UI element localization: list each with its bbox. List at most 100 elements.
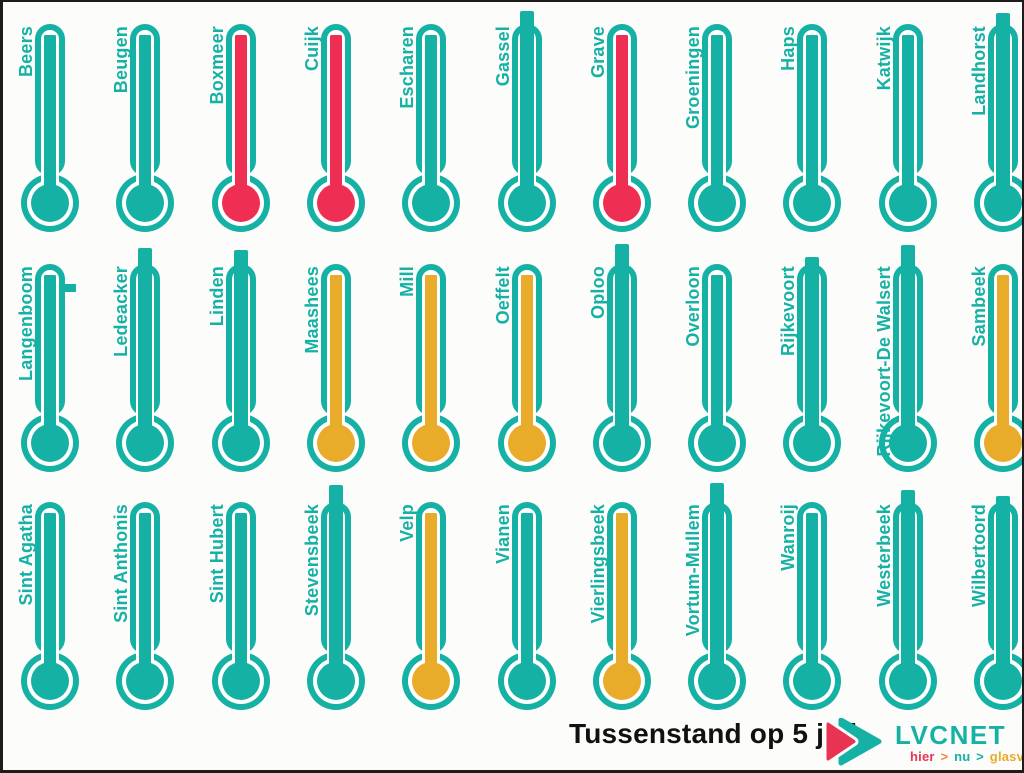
thermometer-icon [783, 257, 841, 472]
thermometer-label: Velp [397, 504, 417, 542]
thermometer-westerbeek: Westerbeek [861, 480, 955, 720]
tagline-part: > [936, 749, 953, 764]
tagline-part: hier [910, 749, 935, 764]
thermometer-icon [593, 244, 651, 472]
thermometer-label: Westerbeek [874, 504, 894, 607]
thermometer-label: Sambeek [969, 266, 989, 347]
thermometer-icon [212, 502, 270, 710]
thermometer-label: Ledeacker [111, 266, 131, 357]
thermometer-velp: Velp [384, 480, 478, 720]
thermometer-label: Vianen [493, 504, 513, 564]
thermometer-label: Groeningen [683, 26, 703, 130]
thermometer-label: Boxmeer [207, 26, 227, 105]
thermometer-label: Sint Agatha [16, 504, 36, 606]
logo-play-arrows-icon [825, 718, 882, 766]
thermometer-beugen: Beugen [98, 2, 192, 242]
thermometer-icon [21, 24, 79, 232]
thermometer-beers: Beers [3, 2, 97, 242]
thermometer-label: Landhorst [969, 26, 989, 116]
thermometer-label: Rijkevoort-De Walsert [874, 266, 894, 457]
thermometer-label: Stevensbeek [302, 504, 322, 617]
logo-wordmark: LVCNET [895, 720, 1007, 750]
thermometer-oeffelt: Oeffelt [480, 242, 574, 482]
thermometer-label: Langenboom [16, 266, 36, 381]
thermometer-vianen: Vianen [480, 480, 574, 720]
thermometer-icon [783, 502, 841, 710]
thermometer-overloon: Overloon [670, 242, 764, 482]
thermometer-label: Sint Anthonis [111, 504, 131, 623]
thermometer-row-3: Sint Agatha Sint Anthonis Sint Hubert Steve… [3, 480, 1022, 720]
tagline-part: glasvezel [989, 749, 1024, 764]
thermometer-label: Grave [588, 26, 608, 79]
thermometer-icon [974, 13, 1022, 232]
thermometer-row-1: Beers Beugen Boxmeer Cuijk Escharen Gassel Gra… [3, 2, 1022, 242]
thermometer-ledeacker: Ledeacker [98, 242, 192, 482]
thermometer-label: Haps [778, 26, 798, 71]
thermometer-katwijk: Katwijk [861, 2, 955, 242]
thermometer-wanroij: Wanroij [765, 480, 859, 720]
thermometer-label: Rijkevoort [778, 266, 798, 357]
thermometer-label: Beers [16, 26, 36, 78]
thermometer-label: Wanroij [778, 504, 798, 571]
thermometer-grave: Grave [575, 2, 669, 242]
thermometer-icon [307, 24, 365, 232]
thermometer-icon [402, 502, 460, 710]
chart-title: Tussenstand op 5 juli [569, 718, 858, 749]
thermometer-label: Oploo [588, 266, 608, 319]
thermometer-icon [402, 24, 460, 232]
thermometer-haps: Haps [765, 2, 859, 242]
thermometer-icon [212, 24, 270, 232]
thermometer-escharen: Escharen [384, 2, 478, 242]
thermometer-icon [21, 502, 79, 710]
thermometer-label: Escharen [397, 26, 417, 109]
thermometer-landhorst: Landhorst [956, 2, 1022, 242]
thermometer-label: Gassel [493, 26, 513, 87]
thermometer-icon [402, 264, 460, 472]
thermometer-sint-agatha: Sint Agatha [3, 480, 97, 720]
thermometer-icon [593, 24, 651, 232]
thermometer-sint-anthonis: Sint Anthonis [98, 480, 192, 720]
thermometer-icon [498, 502, 556, 710]
thermometer-rijkevoort: Rijkevoort [765, 242, 859, 482]
thermometer-label: Oeffelt [493, 266, 513, 325]
thermometer-stevensbeek: Stevensbeek [289, 480, 383, 720]
thermometer-icon [974, 264, 1022, 472]
thermometer-icon [783, 24, 841, 232]
thermometer-icon [879, 245, 937, 472]
thermometer-oploo: Oploo [575, 242, 669, 482]
thermometer-vierlingsbeek: Vierlingsbeek [575, 480, 669, 720]
thermometer-groeningen: Groeningen [670, 2, 764, 242]
thermometer-rijkevoort-de-walsert: Rijkevoort-De Walsert [861, 242, 955, 482]
thermometer-maashees: Maashees [289, 242, 383, 482]
thermometer-gassel: Gassel [480, 2, 574, 242]
tagline-part: nu [954, 749, 971, 764]
thermometer-vortum-mullem: Vortum-Mullem [670, 480, 764, 720]
thermometer-langenboom: Langenboom [3, 242, 97, 482]
thermometer-cuijk: Cuijk [289, 2, 383, 242]
thermometer-boxmeer: Boxmeer [194, 2, 288, 242]
thermometer-icon [593, 502, 651, 710]
thermometer-icon [116, 502, 174, 710]
thermometer-wilbertoord: Wilbertoord [956, 480, 1022, 720]
thermometer-icon [307, 485, 365, 710]
thermometer-label: Mill [397, 266, 417, 297]
thermometer-label: Cuijk [302, 26, 322, 72]
thermometer-icon [307, 264, 365, 472]
thermometer-label: Vierlingsbeek [588, 504, 608, 624]
thermometer-label: Vortum-Mullem [683, 504, 703, 637]
thermometer-icon [974, 496, 1022, 710]
lvcnet-logo: LVCNET hier > nu > glasvezel [825, 716, 1022, 768]
thermometer-label: Maashees [302, 266, 322, 354]
thermometer-sint-hubert: Sint Hubert [194, 480, 288, 720]
thermometer-label: Linden [207, 266, 227, 327]
thermometer-icon [116, 24, 174, 232]
thermometer-icon [688, 483, 746, 710]
thermometer-icon [879, 490, 937, 710]
thermometer-label: Beugen [111, 26, 131, 94]
thermometer-label: Wilbertoord [969, 504, 989, 608]
thermometer-mill: Mill [384, 242, 478, 482]
thermometer-icon [212, 250, 270, 472]
thermometer-row-2: Langenboom Ledeacker Linden Maashees Mill Oef… [3, 242, 1022, 482]
thermometer-icon [879, 24, 937, 232]
